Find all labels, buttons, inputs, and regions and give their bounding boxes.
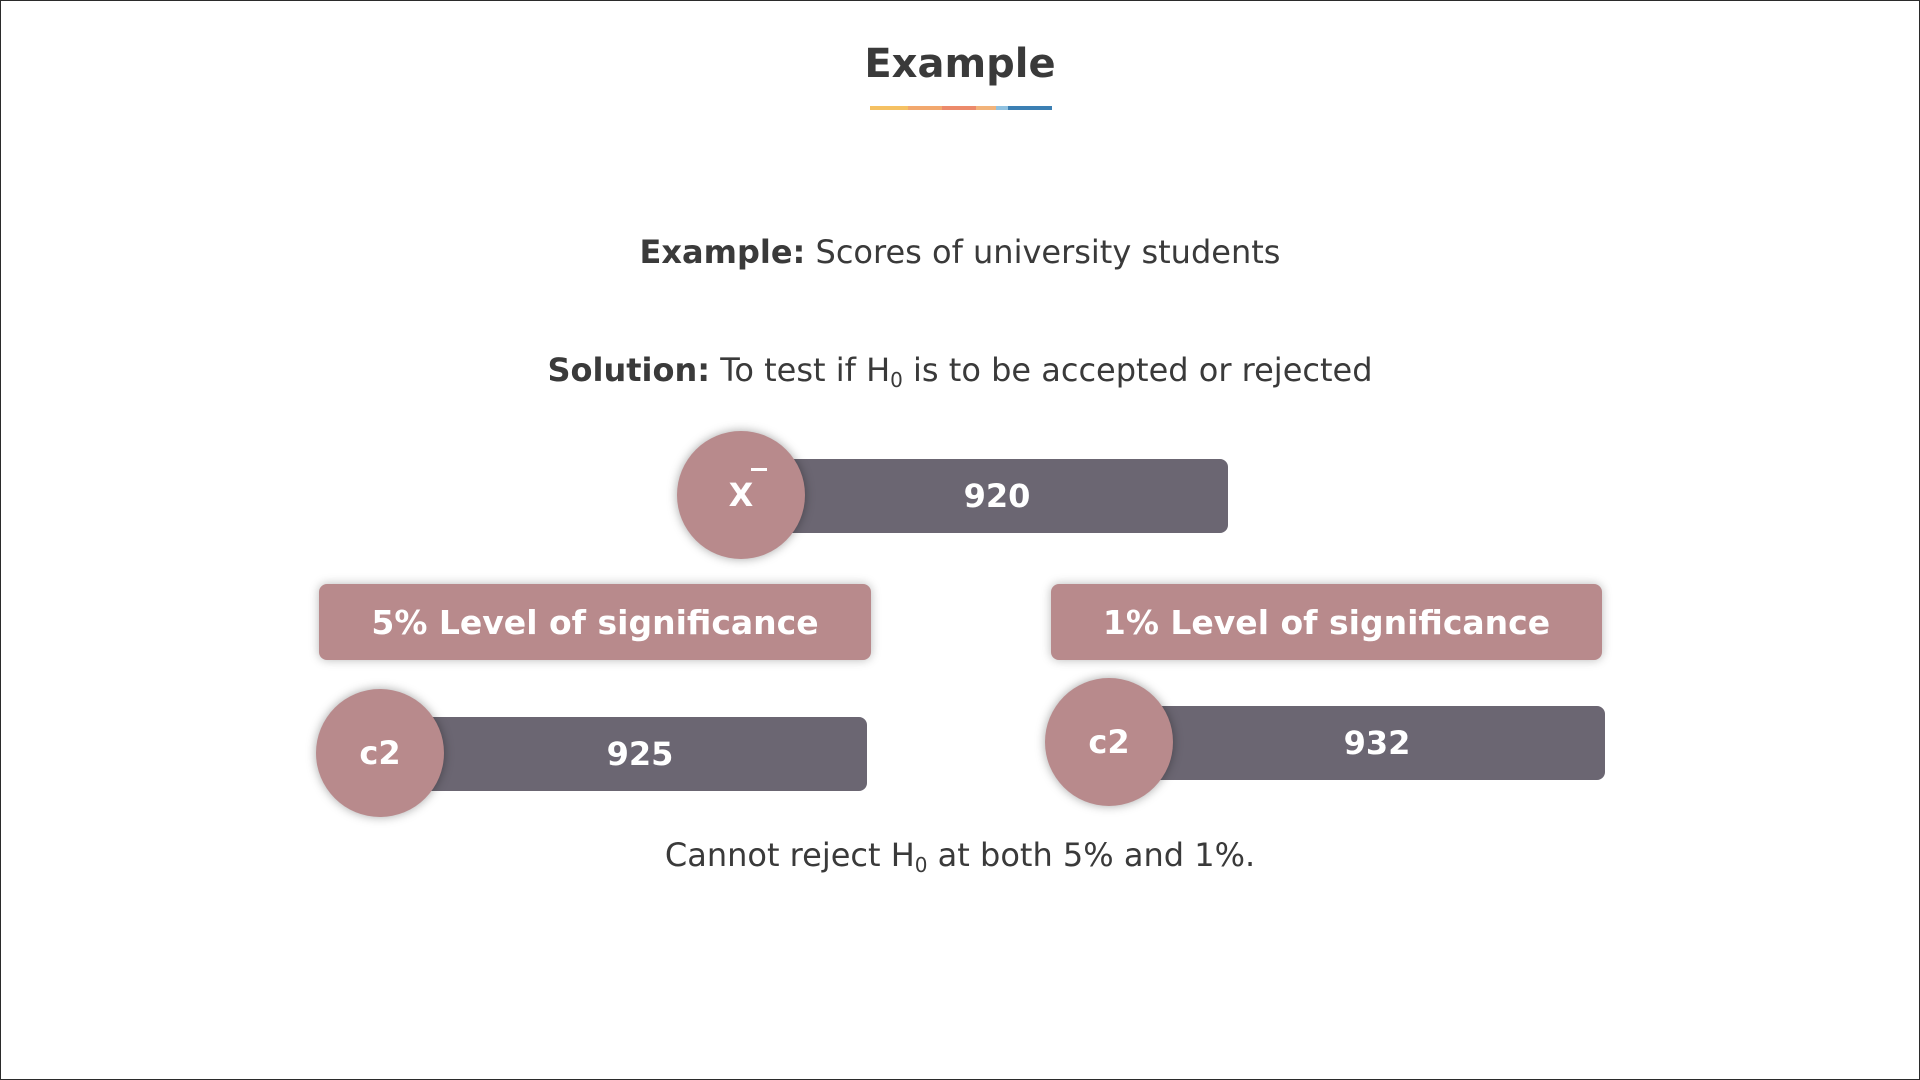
slide-title: Example xyxy=(864,41,1056,87)
level-1-label: 1% Level of significance xyxy=(1102,602,1551,642)
solution-label: Solution: xyxy=(547,351,711,389)
solution-subscript: 0 xyxy=(890,368,903,392)
sample-mean-value: 920 xyxy=(963,477,1031,515)
critical-value-5-bar: 925 xyxy=(413,717,867,791)
conclusion-subscript: 0 xyxy=(914,853,928,877)
critical-symbol-1-circle: c2 xyxy=(1045,678,1173,806)
level-5-percent: 5% Level of significance xyxy=(319,584,871,660)
level-1-percent: 1% Level of significance xyxy=(1051,584,1602,660)
critical-value-1-bar: 932 xyxy=(1149,706,1605,780)
example-label: Example: xyxy=(639,233,806,271)
underline-segment xyxy=(870,106,908,110)
example-line: Example: Scores of university students xyxy=(1,233,1919,271)
solution-text-before: To test if H xyxy=(720,351,891,389)
underline-segment xyxy=(996,106,1008,110)
underline-segment xyxy=(1008,106,1052,110)
example-text: Scores of university students xyxy=(815,233,1281,271)
critical-value-1: 932 xyxy=(1343,724,1411,762)
solution-text-after: is to be accepted or rejected xyxy=(902,351,1373,389)
level-5-label: 5% Level of significance xyxy=(371,602,819,642)
sample-mean-bar: 920 xyxy=(766,459,1228,533)
conclusion-line: Cannot reject H0 at both 5% and 1%. xyxy=(1,836,1919,877)
underline-segment xyxy=(976,106,996,110)
sample-mean-circle: X xyxy=(677,431,805,559)
critical-symbol-5: c2 xyxy=(359,734,401,772)
critical-value-5: 925 xyxy=(606,735,674,773)
critical-symbol-1: c2 xyxy=(1088,723,1130,761)
underline-segment xyxy=(942,106,976,110)
underline-segment xyxy=(908,106,942,110)
solution-line: Solution: To test if H0 is to be accepte… xyxy=(1,351,1919,392)
sample-mean-symbol: X xyxy=(728,468,767,514)
title-underline xyxy=(870,106,1052,110)
critical-symbol-5-circle: c2 xyxy=(316,689,444,817)
conclusion-text-after: at both 5% and 1%. xyxy=(927,836,1256,874)
conclusion-text-before: Cannot reject H xyxy=(664,836,915,874)
